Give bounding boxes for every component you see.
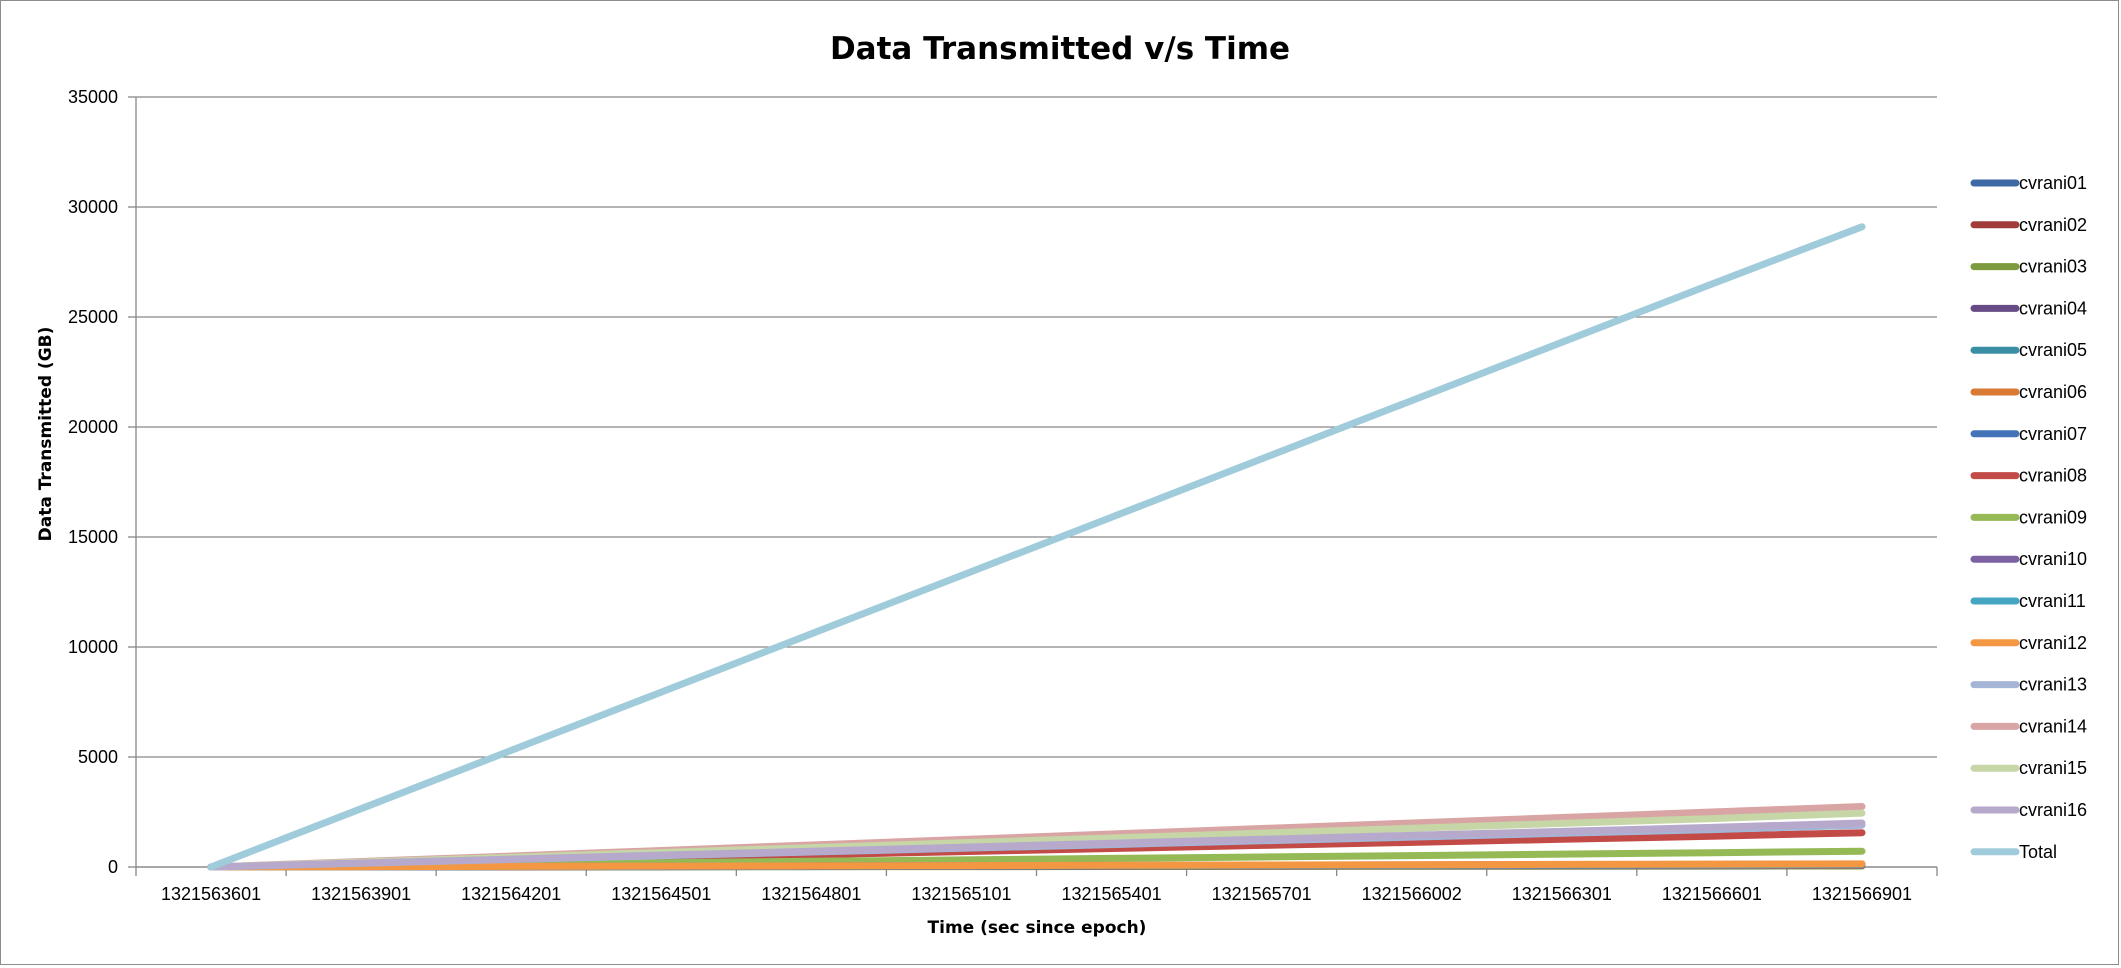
legend: cvrani01 cvrani02 cvrani03 cvrani04 cvrani05…	[1970, 173, 2087, 862]
legend-label: cvrani07	[2019, 424, 2087, 444]
series-lines	[207, 223, 1866, 871]
y-tick-label: 0	[108, 857, 118, 877]
legend-label: cvrani02	[2019, 215, 2087, 235]
legend-label: cvrani03	[2019, 257, 2087, 277]
gridlines	[136, 96, 1937, 868]
x-tick-label: 1321564801	[761, 884, 861, 904]
x-axis-title: Time (sec since epoch)	[928, 918, 1147, 938]
x-tick-label: 1321563901	[311, 884, 411, 904]
legend-label: cvrani16	[2019, 800, 2087, 820]
y-tick-label: 5000	[78, 747, 118, 767]
legend-label: Total	[2019, 842, 2057, 862]
legend-label: cvrani08	[2019, 466, 2087, 486]
legend-label: cvrani01	[2019, 173, 2087, 193]
series-line-total	[207, 223, 1866, 871]
legend-label: cvrani10	[2019, 549, 2087, 569]
y-tick-label: 25000	[68, 307, 118, 327]
series-line-cvrani16	[207, 819, 1866, 871]
y-tick-label: 10000	[68, 637, 118, 657]
legend-label: cvrani06	[2019, 382, 2087, 402]
x-tick-label: 1321566901	[1812, 884, 1912, 904]
legend-label: cvrani12	[2019, 633, 2087, 653]
legend-label: cvrani15	[2019, 758, 2087, 778]
chart-title: Data Transmitted v/s Time	[830, 31, 1290, 67]
legend-label: cvrani13	[2019, 675, 2087, 695]
x-tick-label: 1321566601	[1662, 884, 1762, 904]
y-tick-label: 35000	[68, 87, 118, 107]
y-tick-label: 30000	[68, 197, 118, 217]
x-tick-label: 1321563601	[161, 884, 261, 904]
x-tick-label: 1321565401	[1061, 884, 1161, 904]
legend-label: cvrani11	[2019, 591, 2086, 611]
x-tick-label: 1321566301	[1512, 884, 1612, 904]
x-tick-label: 1321566002	[1362, 884, 1462, 904]
legend-label: cvrani14	[2019, 716, 2087, 736]
y-tick-label: 15000	[68, 527, 118, 547]
legend-label: cvrani09	[2019, 507, 2087, 527]
x-tick-label: 1321564201	[461, 884, 561, 904]
legend-label: cvrani04	[2019, 298, 2087, 318]
y-axis-title: Data Transmitted (GB)	[36, 327, 56, 542]
x-tick-label: 1321565701	[1212, 884, 1312, 904]
x-axis: 1321563601 1321563901 1321564201 1321564501…	[135, 866, 1938, 904]
y-tick-label: 20000	[68, 417, 118, 437]
y-axis: 0 5000 10000 15000 20000 25000 30000 35000	[68, 87, 137, 877]
x-tick-label: 1321564501	[611, 884, 711, 904]
x-tick-label: 1321565101	[911, 884, 1011, 904]
series-line-cvrani12	[207, 860, 1866, 871]
legend-label: cvrani05	[2019, 340, 2087, 360]
